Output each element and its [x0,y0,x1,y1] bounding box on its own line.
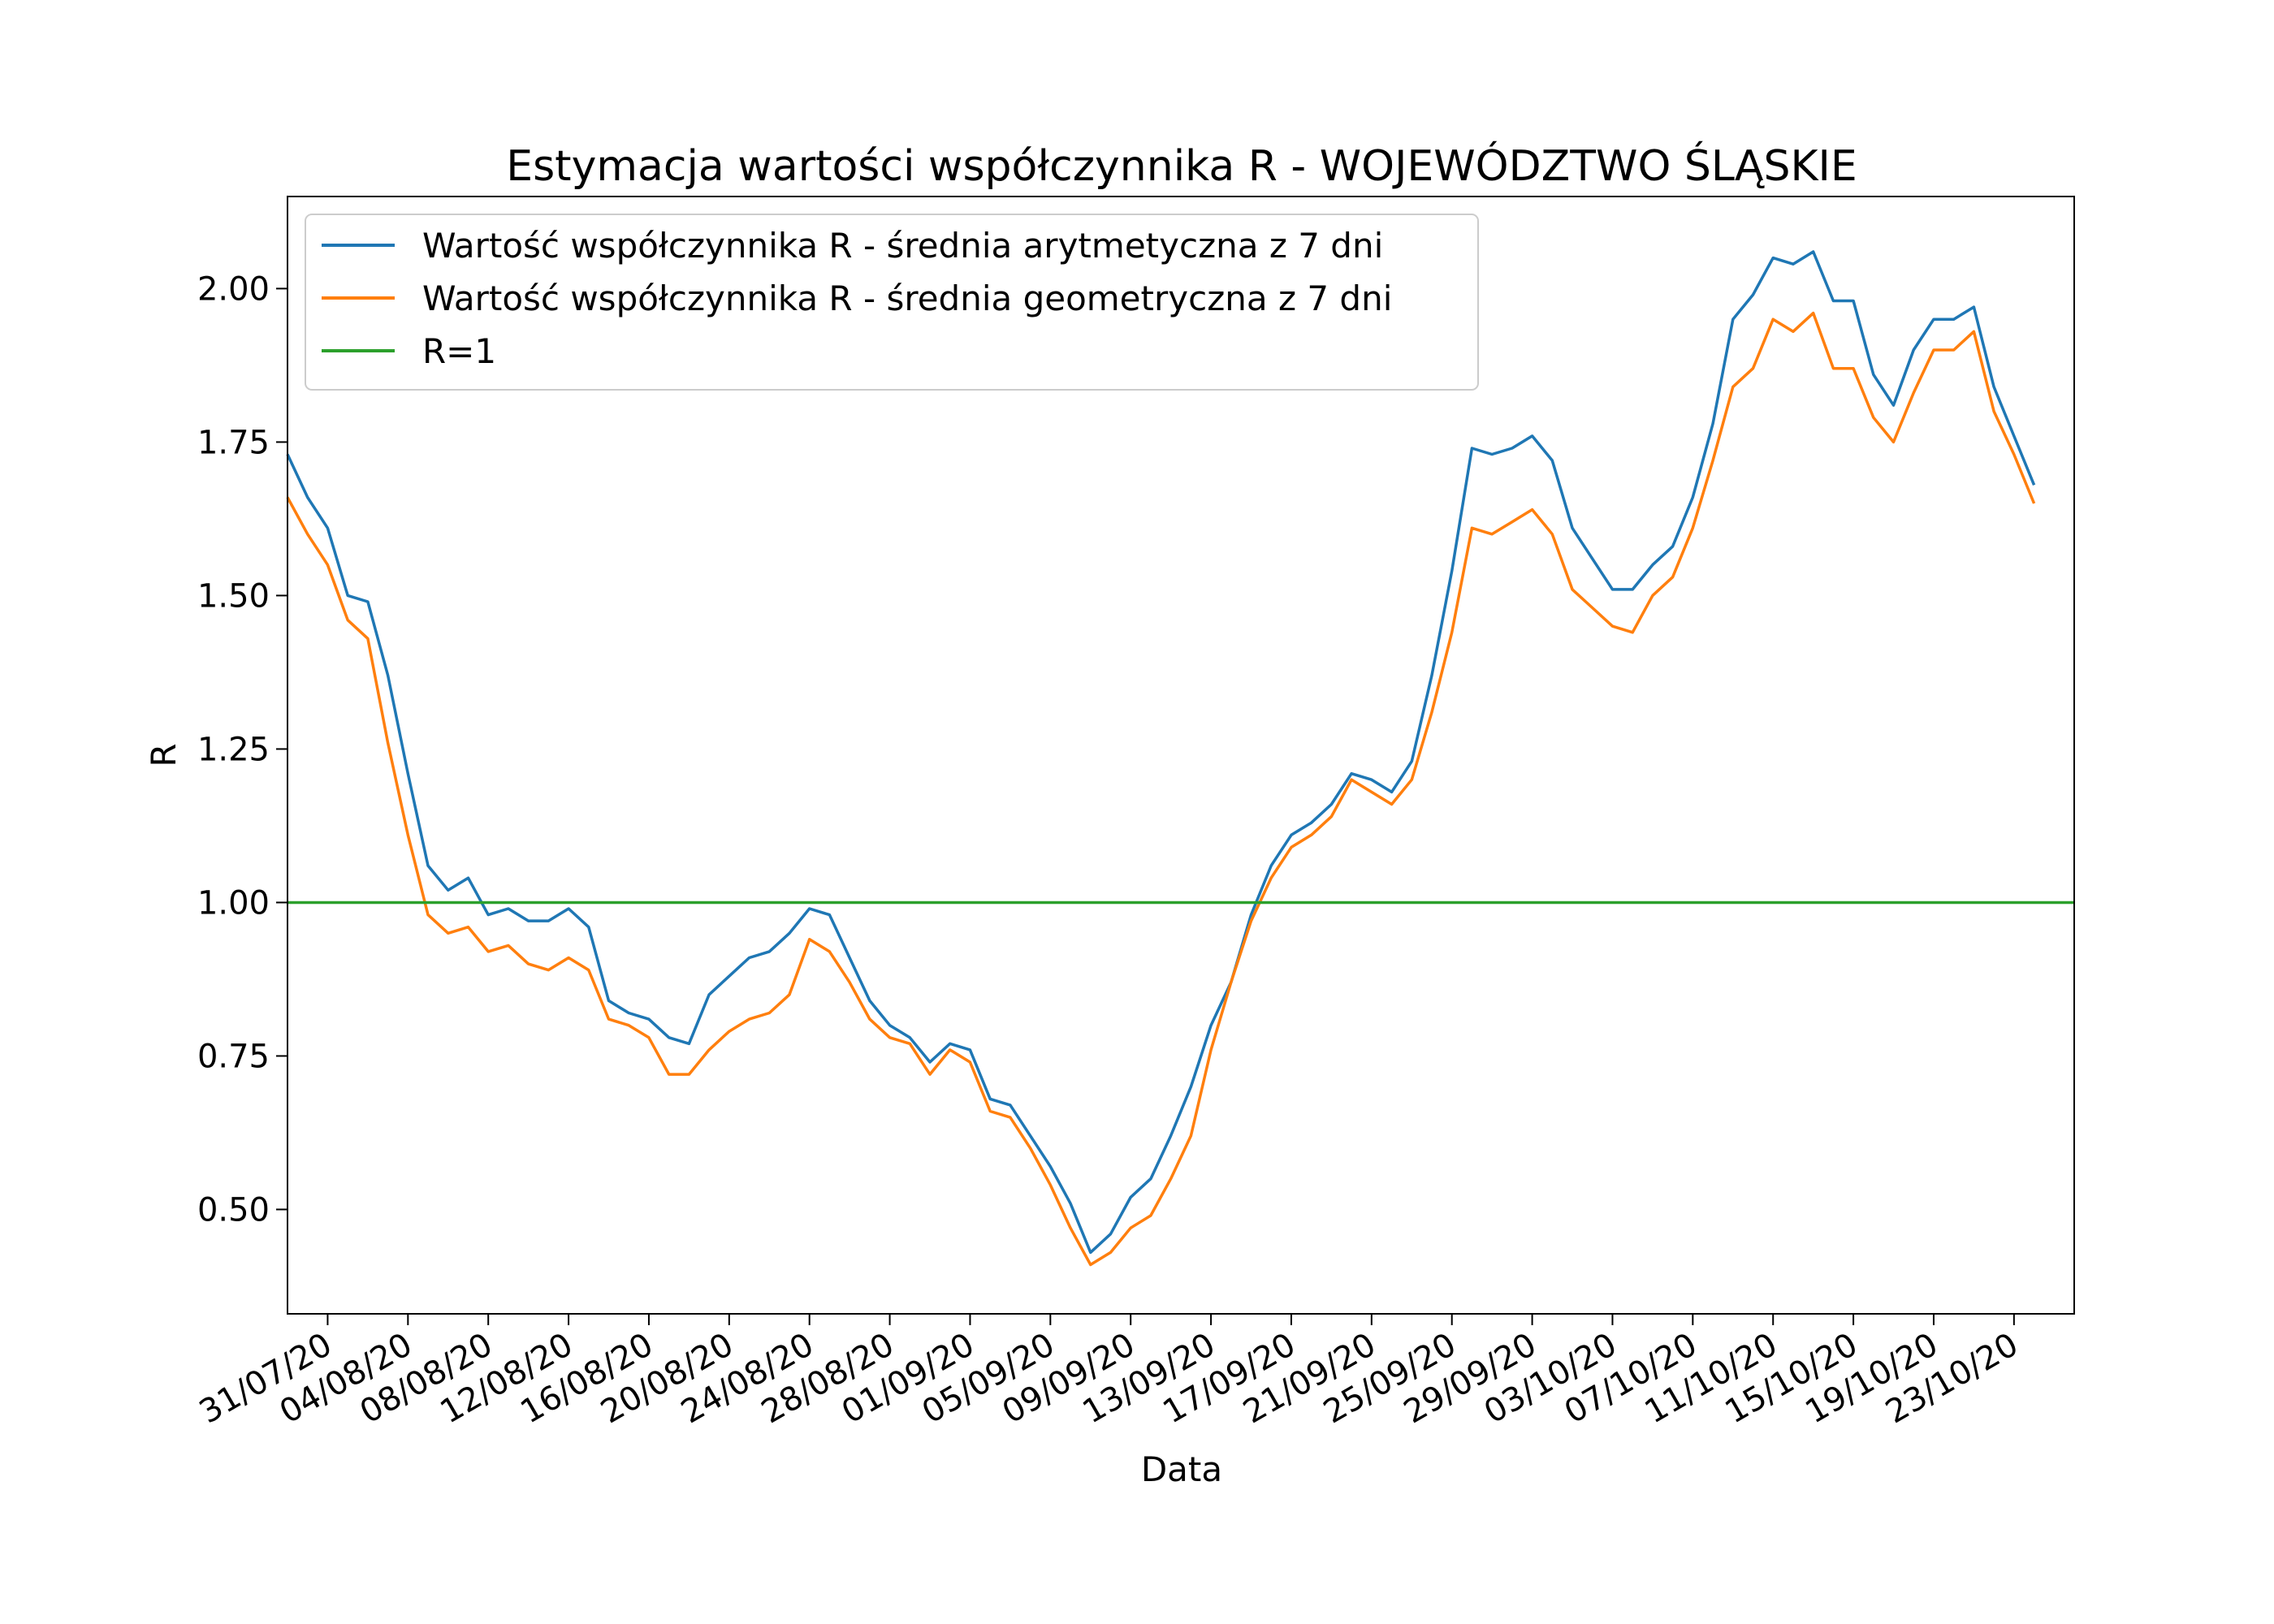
y-tick-label: 1.75 [197,424,270,461]
y-tick-label: 1.00 [197,884,270,922]
legend-label-0: Wartość współczynnika R - średnia arytme… [422,226,1383,266]
legend: Wartość współczynnika R - średnia arytme… [305,214,1479,391]
legend-box [305,214,1479,391]
y-tick-label: 1.50 [197,577,270,615]
y-tick-label: 1.25 [197,731,270,768]
y-tick-label: 0.75 [197,1038,270,1075]
chart-title: Estymacja wartości współczynnika R - WOJ… [506,140,1857,191]
y-tick-label: 0.50 [197,1191,270,1229]
y-axis-title: R [144,743,184,767]
series-layer [286,250,2074,1267]
series-line-0 [286,250,2036,1255]
series-line-1 [286,311,2036,1267]
y-axis-ticks: 0.50 0.75 1.00 1.25 1.50 1.75 2.00 [197,270,287,1229]
y-tick-label: 2.00 [197,270,270,308]
legend-label-2: R=1 [422,331,496,371]
plot-frame [287,196,2075,1315]
legend-label-1: Wartość współczynnika R - średnia geomet… [422,279,1392,318]
x-axis-title: Data [1141,1449,1222,1489]
